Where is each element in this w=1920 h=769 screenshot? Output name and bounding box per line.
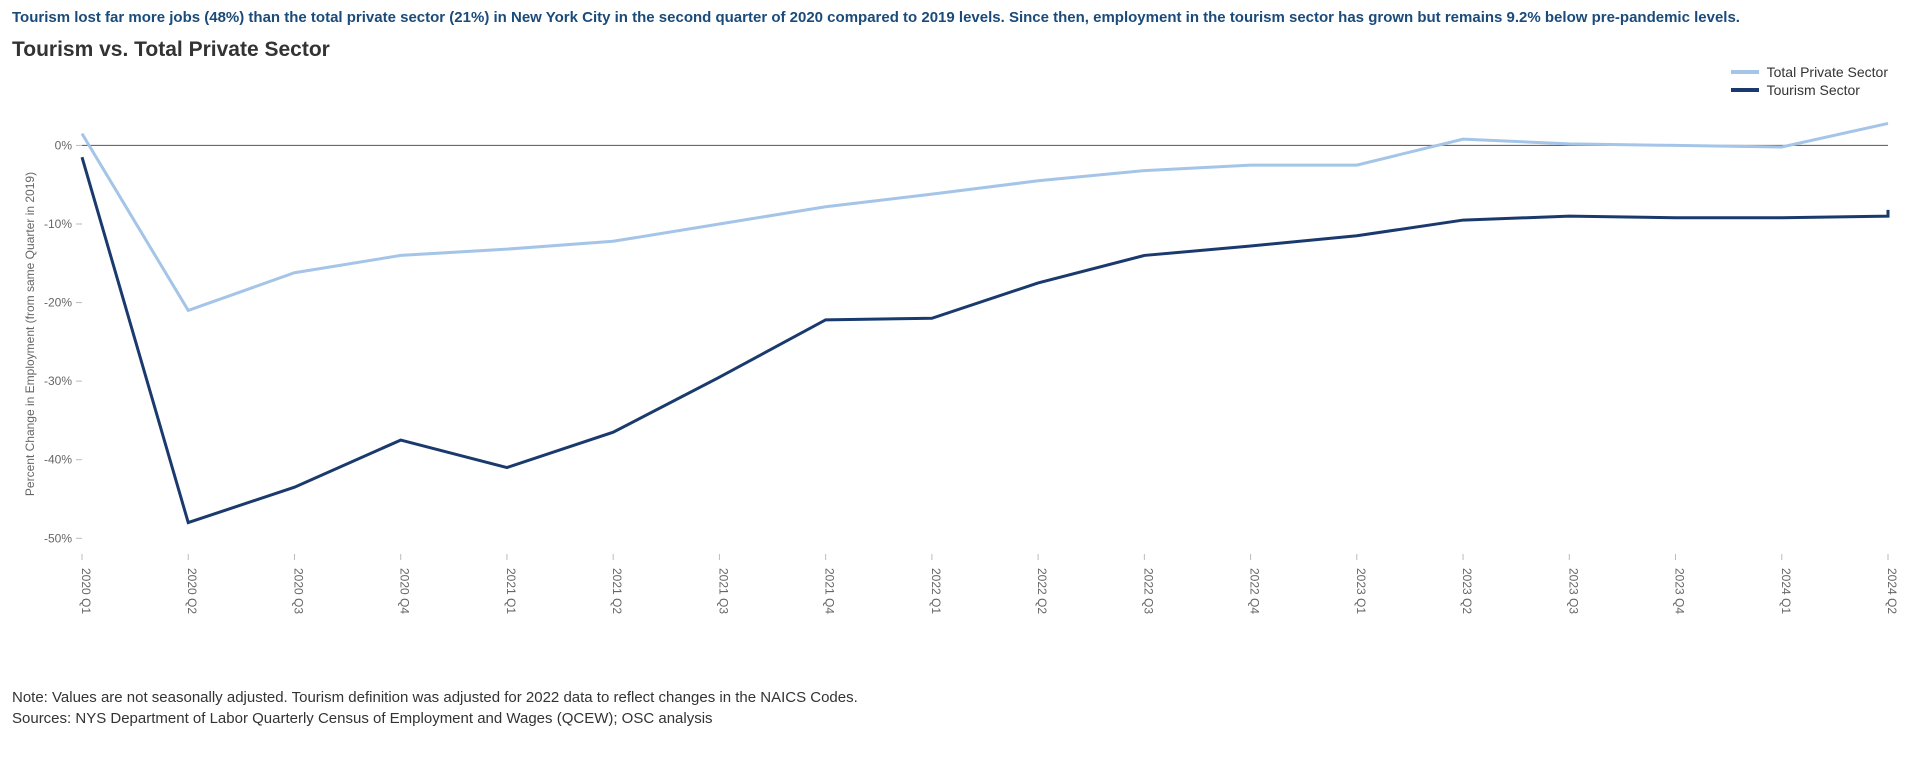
legend-item: Total Private Sector (1731, 64, 1888, 80)
series-line (82, 157, 1888, 522)
legend-swatch (1731, 70, 1759, 74)
x-tick-label: 2022 Q4 (1248, 568, 1262, 614)
footnote-sources: Sources: NYS Department of Labor Quarter… (12, 709, 1908, 729)
legend-label: Tourism Sector (1767, 82, 1860, 98)
x-tick-label: 2020 Q2 (185, 568, 199, 614)
x-tick-label: 2022 Q1 (929, 568, 943, 614)
chart-footnote: Note: Values are not seasonally adjusted… (12, 688, 1908, 729)
x-tick-label: 2021 Q4 (823, 568, 837, 614)
y-tick-label: 0% (55, 139, 73, 153)
x-tick-label: 2020 Q1 (79, 568, 93, 614)
chart-title: Tourism vs. Total Private Sector (12, 38, 1908, 62)
x-tick-label: 2020 Q3 (291, 568, 305, 614)
line-chart: 0% -10% -20% -30% -40% -50% 2020 Q1 2020 Q2 2020… (12, 64, 1908, 674)
x-tick-label: 2021 Q3 (716, 568, 730, 614)
y-tick-label: -20% (44, 296, 72, 310)
y-tick-label: -10% (44, 217, 72, 231)
y-tick-label: -30% (44, 374, 72, 388)
chart-description: Tourism lost far more jobs (48%) than th… (12, 8, 1908, 28)
y-axis-title: Percent Change in Employment (from same … (23, 172, 37, 496)
x-tick-label: 2022 Q2 (1035, 568, 1049, 614)
y-tick-label: -40% (44, 453, 72, 467)
legend: Total Private Sector Tourism Sector (1731, 64, 1888, 100)
x-tick-label: 2023 Q3 (1566, 568, 1580, 614)
x-tick-label: 2024 Q1 (1779, 568, 1793, 614)
legend-label: Total Private Sector (1767, 64, 1888, 80)
x-tick-label: 2022 Q3 (1141, 568, 1155, 614)
x-tick-label: 2024 Q2 (1885, 568, 1899, 614)
x-tick-label: 2023 Q4 (1673, 568, 1687, 614)
footnote-note: Note: Values are not seasonally adjusted… (12, 688, 1908, 708)
x-tick-label: 2021 Q1 (504, 568, 518, 614)
x-tick-label: 2023 Q2 (1460, 568, 1474, 614)
y-tick-label: -50% (44, 532, 72, 546)
legend-item: Tourism Sector (1731, 82, 1888, 98)
legend-swatch (1731, 88, 1759, 92)
chart-container: Total Private Sector Tourism Sector 0% -10… (12, 64, 1908, 674)
x-tick-label: 2021 Q2 (610, 568, 624, 614)
x-tick-label: 2023 Q1 (1354, 568, 1368, 614)
x-tick-label: 2020 Q4 (398, 568, 412, 614)
